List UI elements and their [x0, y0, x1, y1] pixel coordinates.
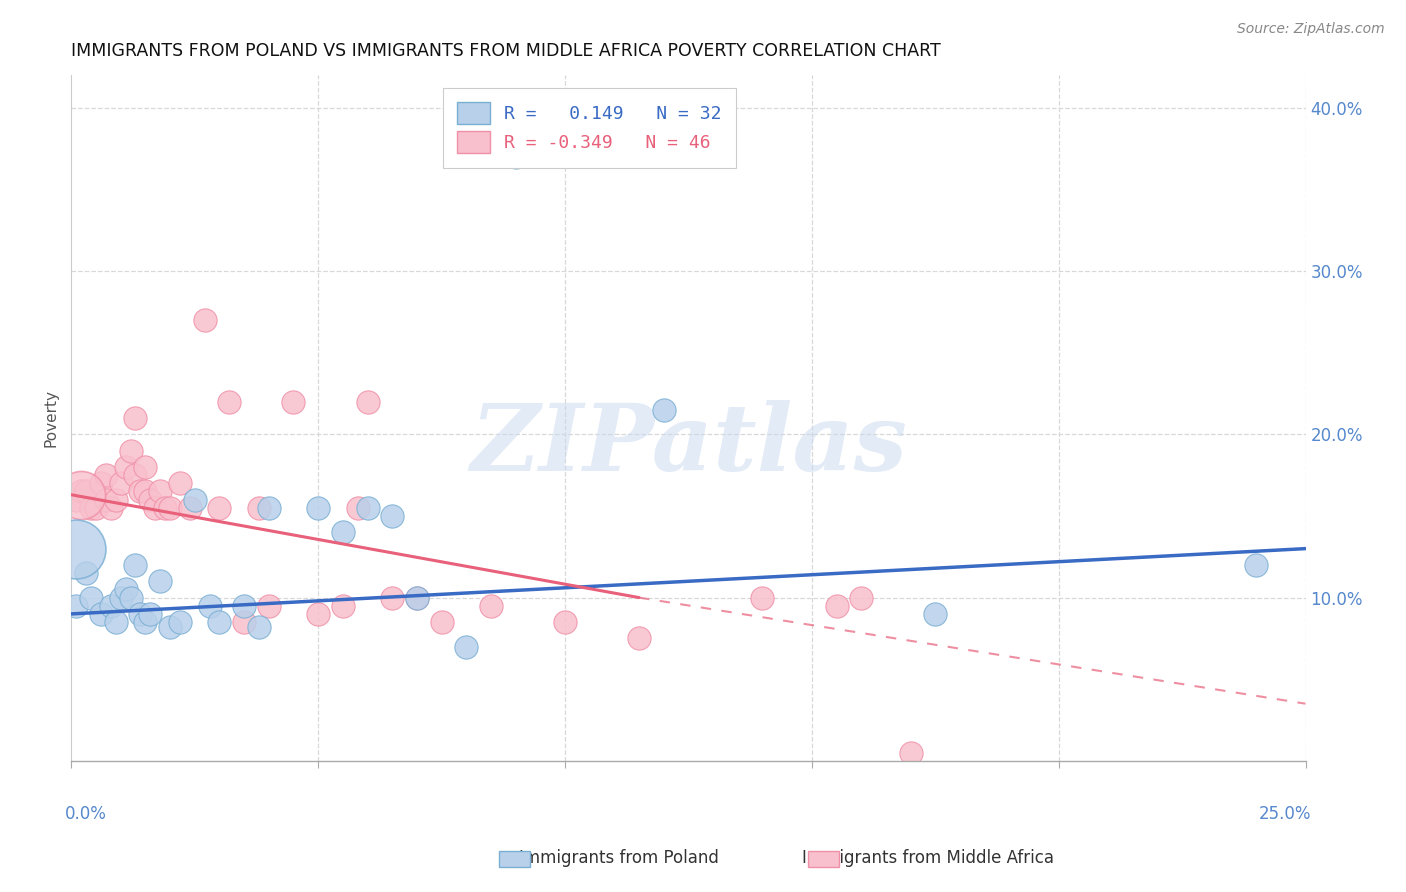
Point — [65, 541, 87, 556]
Point — [825, 599, 848, 613]
Point — [406, 591, 429, 605]
Point — [94, 468, 117, 483]
Point — [129, 484, 152, 499]
Point — [153, 500, 176, 515]
Point — [1244, 558, 1267, 572]
Point — [900, 746, 922, 760]
Point — [120, 591, 142, 605]
Point — [90, 476, 112, 491]
Point — [159, 500, 181, 515]
Point — [124, 558, 146, 572]
Point — [247, 500, 270, 515]
Point — [84, 500, 107, 515]
Point — [257, 500, 280, 515]
Point — [159, 620, 181, 634]
Point — [332, 599, 354, 613]
Point — [65, 492, 87, 507]
Point — [100, 500, 122, 515]
Point — [208, 500, 231, 515]
Point — [456, 640, 478, 654]
Point — [554, 615, 576, 629]
Point — [851, 591, 873, 605]
Point — [381, 508, 404, 523]
Legend: R =   0.149   N = 32, R = -0.349   N = 46: R = 0.149 N = 32, R = -0.349 N = 46 — [443, 87, 737, 168]
Point — [75, 484, 97, 499]
Point — [179, 500, 201, 515]
Y-axis label: Poverty: Poverty — [44, 389, 58, 447]
Point — [104, 615, 127, 629]
Point — [124, 468, 146, 483]
Point — [218, 394, 240, 409]
Point — [307, 607, 329, 621]
Point — [652, 402, 675, 417]
Point — [80, 591, 103, 605]
Text: Source: ZipAtlas.com: Source: ZipAtlas.com — [1237, 22, 1385, 37]
Point — [75, 566, 97, 580]
Text: Immigrants from Middle Africa: Immigrants from Middle Africa — [801, 849, 1054, 867]
Point — [184, 492, 207, 507]
Point — [143, 500, 166, 515]
Point — [233, 599, 256, 613]
Point — [114, 582, 136, 597]
Point — [110, 476, 132, 491]
Point — [924, 607, 946, 621]
Point — [100, 599, 122, 613]
Point — [104, 492, 127, 507]
Point — [208, 615, 231, 629]
Point — [505, 150, 527, 164]
Point — [129, 607, 152, 621]
Point — [80, 500, 103, 515]
Point — [65, 599, 87, 613]
Point — [381, 591, 404, 605]
Point — [346, 500, 368, 515]
Point — [134, 460, 156, 475]
Text: 25.0%: 25.0% — [1260, 805, 1312, 823]
Text: 0.0%: 0.0% — [65, 805, 107, 823]
Point — [114, 460, 136, 475]
Point — [233, 615, 256, 629]
Point — [70, 488, 93, 502]
Point — [90, 607, 112, 621]
Point — [134, 615, 156, 629]
Point — [356, 500, 378, 515]
Point — [479, 599, 502, 613]
Point — [406, 591, 429, 605]
Point — [628, 632, 651, 646]
Point — [169, 476, 191, 491]
Point — [149, 574, 172, 589]
Point — [139, 492, 162, 507]
Text: ZIPatlas: ZIPatlas — [470, 401, 907, 491]
Point — [70, 484, 93, 499]
Point — [430, 615, 453, 629]
Point — [307, 500, 329, 515]
Point — [356, 394, 378, 409]
Point — [332, 525, 354, 540]
Point — [257, 599, 280, 613]
Text: Immigrants from Poland: Immigrants from Poland — [519, 849, 718, 867]
Point — [120, 443, 142, 458]
Text: IMMIGRANTS FROM POLAND VS IMMIGRANTS FROM MIDDLE AFRICA POVERTY CORRELATION CHAR: IMMIGRANTS FROM POLAND VS IMMIGRANTS FRO… — [72, 42, 941, 60]
Point — [194, 313, 217, 327]
Point — [751, 591, 773, 605]
Point — [134, 484, 156, 499]
Point — [283, 394, 305, 409]
Point — [94, 492, 117, 507]
Point — [169, 615, 191, 629]
Point — [198, 599, 221, 613]
Point — [124, 411, 146, 425]
Point — [139, 607, 162, 621]
Point — [110, 591, 132, 605]
Point — [247, 620, 270, 634]
Point — [149, 484, 172, 499]
